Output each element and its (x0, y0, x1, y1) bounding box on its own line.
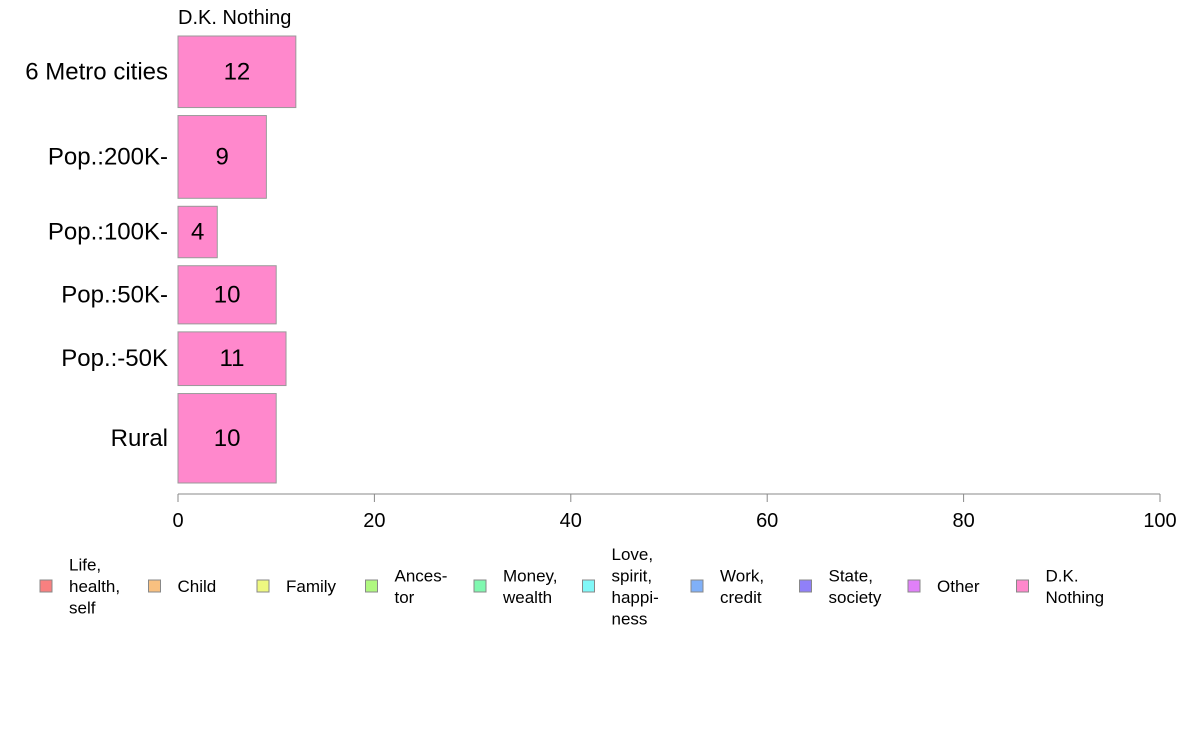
category-label: Pop.:-50K (61, 345, 168, 372)
legend-swatch (365, 579, 378, 593)
x-tick-label: 100 (1143, 510, 1176, 532)
legend-item: Life, health, self (39, 555, 120, 617)
legend-swatch (582, 579, 595, 593)
legend-item: Ances-tor (365, 566, 448, 607)
legend-item: Child (148, 577, 217, 596)
x-tick-label: 80 (952, 510, 974, 532)
bar (177, 393, 277, 484)
legend-swatch (690, 579, 704, 593)
category-label: Pop.:200K- (48, 143, 168, 170)
bar-value-label: 11 (220, 345, 245, 372)
legend-label: D.K. Nothing (1046, 566, 1105, 607)
legend-item: D.K. Nothing (1016, 566, 1105, 607)
legend-swatch (39, 579, 53, 593)
bar (177, 265, 277, 325)
x-axis: 0 20 40 60 80 100 (172, 493, 1177, 532)
legend-item: Family (256, 577, 337, 596)
bars: 12 6 Metro cities 9 Pop.:200K- 4 Pop.:100K- 10… (25, 35, 297, 484)
legend: Life, health, self Child Family Ances-tor Mone… (39, 544, 1105, 628)
legend-label: State, society (829, 566, 882, 607)
bar (177, 115, 267, 199)
category-label: Pop.:50K- (61, 281, 168, 308)
category-label: 6 Metro cities (25, 58, 168, 85)
legend-item: Other (907, 577, 980, 596)
legend-item: Money, wealth (473, 566, 558, 607)
bar (177, 205, 218, 259)
legend-label: Love, spirit, happi-ness (612, 544, 659, 628)
legend-label: Money, wealth (502, 566, 558, 607)
legend-item: Work, credit (690, 566, 764, 607)
x-tick-label: 40 (560, 510, 582, 532)
legend-swatch (148, 579, 161, 593)
bar (177, 35, 297, 109)
legend-label: Other (937, 577, 980, 596)
legend-item: Love, spirit, happi-ness (582, 544, 659, 628)
legend-swatch (1016, 579, 1029, 593)
legend-item: State, society (799, 566, 882, 607)
bar-value-label: 9 (216, 143, 229, 170)
legend-label: Work, credit (720, 566, 764, 607)
panel-title: D.K. Nothing (178, 7, 291, 29)
bar-value-label: 4 (191, 219, 204, 246)
bar-value-label: 10 (214, 281, 241, 308)
category-label: Rural (111, 425, 168, 452)
legend-swatch (256, 579, 270, 593)
legend-label: Child (178, 577, 217, 596)
legend-label: Life, health, self (69, 555, 120, 617)
x-tick-label: 60 (756, 510, 778, 532)
bar (177, 331, 287, 387)
bar-value-label: 10 (214, 425, 241, 452)
legend-label: Ances-tor (395, 566, 448, 607)
category-label: Pop.:100K- (48, 219, 168, 246)
x-tick-label: 20 (363, 510, 385, 532)
x-tick-label: 0 (172, 510, 183, 532)
legend-swatch (473, 579, 487, 593)
legend-label: Family (286, 577, 337, 596)
legend-swatch (799, 579, 812, 593)
bar-value-label: 12 (224, 58, 251, 85)
legend-swatch (907, 579, 921, 593)
